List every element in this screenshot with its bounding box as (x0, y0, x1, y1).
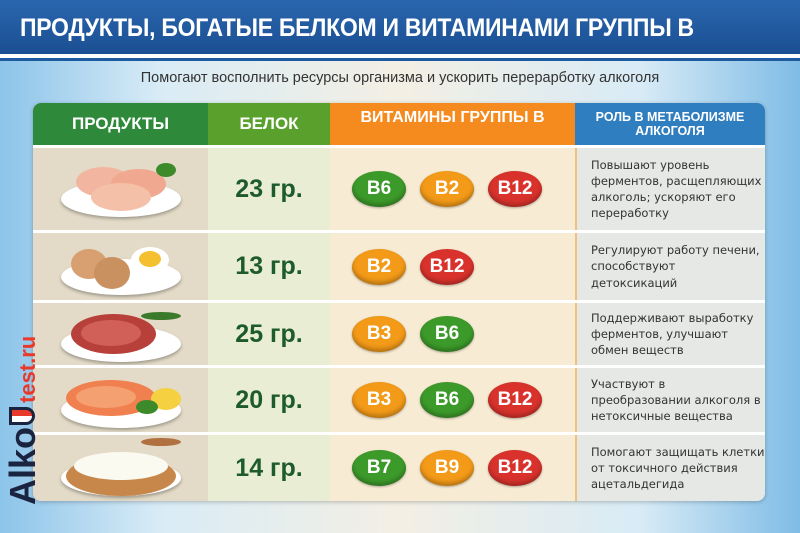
vitamin-badge: B6 (420, 382, 474, 418)
role-text: Участвуют в преобразовании алкоголя в не… (575, 368, 765, 432)
vitamin-badge: B12 (488, 171, 542, 207)
role-text: Помогают защищать клетки от токсичного д… (575, 435, 765, 501)
food-shape (140, 438, 181, 446)
protein-value: 23 гр. (208, 148, 330, 230)
table-row: 23 гр. B6 B2 B12 Повышают уровень ферменто… (33, 145, 765, 230)
vitamins-cell: B2 B12 (330, 233, 575, 300)
role-text: Повышают уровень ферментов, расщепляющих… (575, 148, 765, 230)
wine-glass-icon (9, 406, 35, 425)
vitamin-badge: B12 (488, 382, 542, 418)
page-title: ПРОДУКТЫ, БОГАТЫЕ БЕЛКОМ И ВИТАМИНАМИ ГР… (20, 14, 694, 42)
chicken-breast-image (56, 159, 186, 219)
product-image (33, 233, 208, 300)
nutrition-table: ПРОДУКТЫ БЕЛОК ВИТАМИНЫ ГРУППЫ В РОЛЬ В … (33, 103, 765, 501)
food-shape (150, 388, 181, 410)
vitamin-badge: B2 (352, 248, 406, 285)
protein-value: 25 гр. (208, 303, 330, 365)
logo-text: Alko (2, 426, 43, 505)
column-header-role: РОЛЬ В МЕТАБОЛИЗМЕ АЛКОГОЛЯ (575, 103, 765, 145)
food-shape (93, 256, 130, 289)
eggs-image (56, 237, 186, 297)
food-shape (90, 183, 151, 211)
product-image (33, 303, 208, 365)
food-shape (135, 400, 158, 414)
subtitle: Помогают восполнить ресурсы организма и … (140, 70, 660, 86)
protein-value: 14 гр. (208, 435, 330, 501)
column-header-products: ПРОДУКТЫ (33, 103, 208, 145)
food-shape (155, 163, 176, 177)
vitamins-cell: B3 B6 (330, 303, 575, 365)
product-image (33, 148, 208, 230)
vitamins-cell: B6 B2 B12 (330, 148, 575, 230)
protein-value: 20 гр. (208, 368, 330, 432)
food-shape (73, 452, 168, 480)
vitamin-badge: B3 (352, 382, 406, 418)
product-image (33, 368, 208, 432)
vitamin-badge: B3 (352, 316, 406, 352)
column-header-vitamins: ВИТАМИНЫ ГРУППЫ В (330, 103, 575, 145)
title-bar: ПРОДУКТЫ, БОГАТЫЕ БЕЛКОМ И ВИТАМИНАМИ ГР… (0, 0, 800, 58)
alkotest-logo: Alko test.ru (2, 335, 43, 505)
table-row: 20 гр. B3 B6 B12 Участвуют в преобразовани… (33, 365, 765, 432)
protein-value: 13 гр. (208, 233, 330, 300)
beef-steak-image (56, 304, 186, 364)
food-shape (80, 320, 141, 346)
vitamin-badge: B12 (420, 248, 474, 285)
vitamins-cell: B7 B9 B12 (330, 435, 575, 501)
product-image (33, 435, 208, 501)
vitamin-badge: B6 (352, 171, 406, 207)
vitamin-badge: B7 (352, 450, 406, 486)
vitamin-badge: B6 (420, 316, 474, 352)
table-row: 25 гр. B3 B6 Поддерживают выработку ферме… (33, 300, 765, 365)
vitamin-badge: B2 (420, 171, 474, 207)
table-row: 14 гр. B7 B9 B12 Помогают защищать клетки … (33, 432, 765, 501)
vitamin-badge: B12 (488, 450, 542, 486)
role-text: Регулируют работу печени, способствуют д… (575, 233, 765, 300)
table-row: 13 гр. B2 B12 Регулируют работу печени, с… (33, 230, 765, 300)
food-shape (138, 250, 161, 267)
cottage-cheese-image (56, 438, 186, 498)
column-header-protein: БЕЛОК (208, 103, 330, 145)
vitamins-cell: B3 B6 B12 (330, 368, 575, 432)
food-shape (75, 386, 136, 408)
role-text: Поддерживают выработку ферментов, улучша… (575, 303, 765, 365)
salmon-image (56, 370, 186, 430)
vitamin-badge: B9 (420, 450, 474, 486)
food-shape (140, 312, 181, 320)
